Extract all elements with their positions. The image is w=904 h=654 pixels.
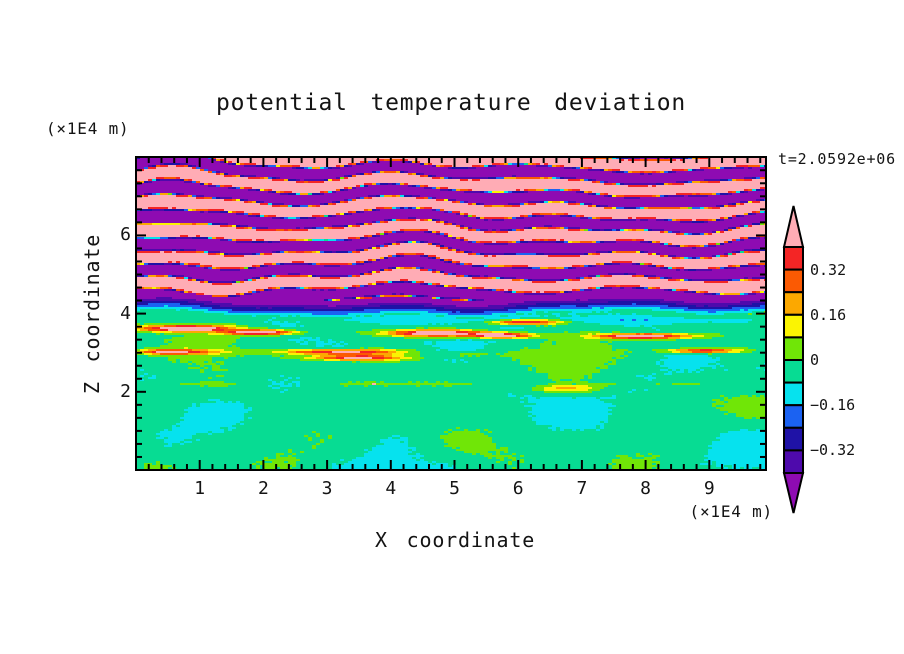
colorbar-segment <box>783 336 804 361</box>
x-axis-title: X coordinate <box>374 528 536 552</box>
z-tick-label: 6 <box>120 224 131 246</box>
z-tick-label: 4 <box>120 302 131 324</box>
axes-frame <box>135 156 767 471</box>
colorbar-segment <box>783 404 804 429</box>
colorbar-under-arrow <box>782 472 805 514</box>
colorbar-tick-label: 0 <box>810 351 820 369</box>
colorbar-tick-label: −0.16 <box>810 396 856 415</box>
colorbar-segment <box>783 449 804 474</box>
colorbar-segment <box>783 246 804 271</box>
colorbar-segment <box>783 381 804 407</box>
x-tick-label: 2 <box>257 478 269 499</box>
x-tick-label: 4 <box>385 478 397 499</box>
x-tick-label: 7 <box>576 478 588 499</box>
x-tick-label: 5 <box>449 478 460 499</box>
x-tick-label: 1 <box>194 478 206 499</box>
z-axis-unit-label: (×1E4 m) <box>46 119 130 138</box>
x-tick-label: 6 <box>512 478 524 499</box>
colorbar-tick-label: 0.32 <box>810 260 847 279</box>
chart-title: potential temperature deviation <box>215 90 687 116</box>
colorbar <box>782 205 805 514</box>
colorbar-over-arrow <box>782 205 805 248</box>
heatmap-canvas <box>136 157 766 470</box>
colorbar-segment <box>783 268 804 294</box>
colorbar-tick-label: 0.16 <box>810 305 847 324</box>
colorbar-tick-label: −0.32 <box>810 441 856 460</box>
x-tick-label: 3 <box>321 478 333 499</box>
colorbar-segment <box>783 426 804 452</box>
x-tick-label: 9 <box>703 478 715 499</box>
x-axis-unit-label: (×1E4 m) <box>689 502 773 521</box>
colorbar-segment <box>783 313 804 339</box>
time-annotation: t=2.0592e+06 <box>778 150 896 168</box>
z-tick-label: 2 <box>120 380 131 402</box>
colorbar-segment <box>783 359 804 384</box>
colorbar-segment <box>783 291 804 316</box>
x-tick-label: 8 <box>640 478 652 499</box>
